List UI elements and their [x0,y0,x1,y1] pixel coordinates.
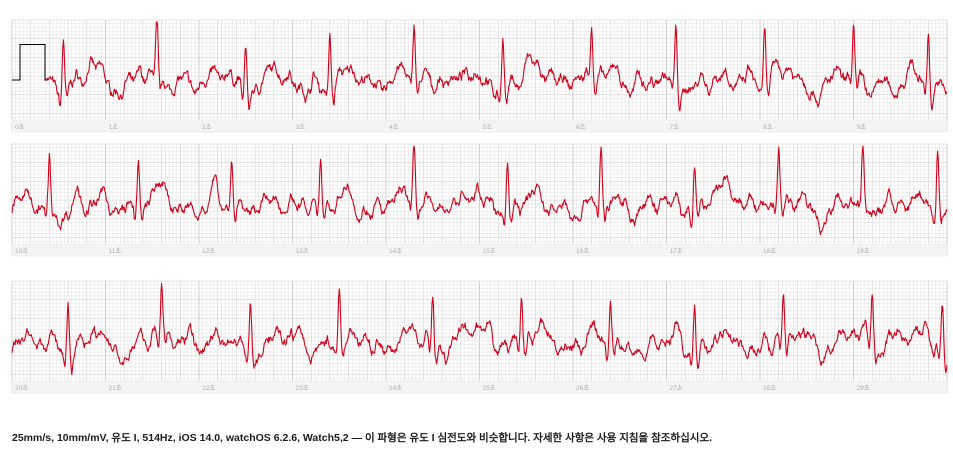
ecg-grid [11,280,948,393]
time-tick-label: 28초 [763,384,776,392]
calibration-pulse [12,43,47,81]
time-tick-label: 13초 [296,247,309,255]
time-tick-label: 4초 [389,123,399,131]
time-axis-band [11,380,948,394]
time-tick-label: 21초 [109,384,122,392]
time-tick-label: 0초 [15,123,25,131]
ecg-strip-20-30s: 20초 21초 22초 23초 24초 25초 26초 27초 28초 29초 [11,280,948,394]
time-tick-label: 26초 [576,384,589,392]
time-tick-label: 27초 [670,384,683,392]
time-tick-label: 15초 [483,247,496,255]
time-tick-label: 18초 [763,247,776,255]
time-tick-label: 20초 [15,384,28,392]
ecg-strip-10-20s: 10초 11초 12초 13초 14초 15초 16초 17초 18초 19초 [11,143,948,257]
time-tick-label: 11초 [109,247,122,255]
time-tick-label: 3초 [296,123,306,131]
time-tick-label: 5초 [483,123,493,131]
time-tick-label: 17초 [670,247,683,255]
ecg-trace [11,283,948,376]
time-tick-label: 1초 [109,123,119,131]
ecg-strip-0-10s: 0초 1초 2초 3초 4초 5초 6초 7초 8초 9초 [11,19,948,133]
ecg-grid [11,19,948,132]
time-tick-label: 25초 [483,384,496,392]
time-tick-label: 14초 [389,247,402,255]
time-tick-label: 8초 [763,123,773,131]
time-tick-label: 9초 [857,123,867,131]
time-tick-label: 24초 [389,384,402,392]
time-tick-label: 16초 [576,247,589,255]
time-tick-label: 6초 [576,123,586,131]
ecg-grid [11,143,948,256]
time-tick-label: 22초 [202,384,215,392]
time-axis-band [11,243,948,257]
time-tick-label: 29초 [857,384,870,392]
time-tick-label: 19초 [857,247,870,255]
ecg-trace [46,21,948,112]
time-axis-band [11,119,948,133]
time-tick-label: 7초 [670,123,680,131]
time-tick-label: 10초 [15,247,28,255]
ecg-trace [11,145,948,236]
time-tick-label: 12초 [202,247,215,255]
time-tick-label: 23초 [296,384,309,392]
recording-info: 25mm/s, 10mm/mV, 유도 I, 514Hz, iOS 14.0, … [12,432,712,444]
time-tick-label: 2초 [202,123,212,131]
